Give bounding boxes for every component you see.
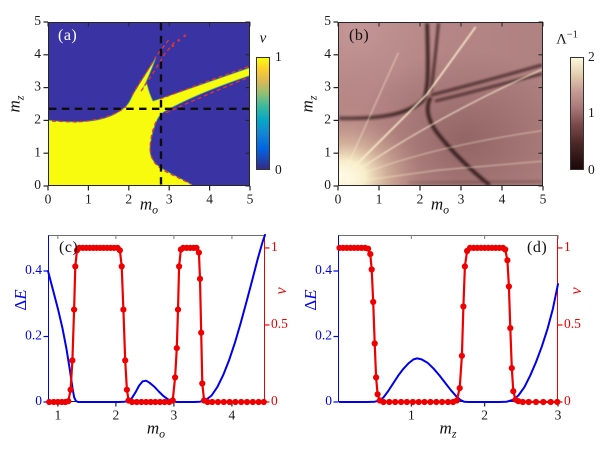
panel-d-xlabel: mz: [439, 418, 457, 441]
red-dash-tongue: [131, 39, 170, 96]
left-tick-label: 0.4: [25, 262, 42, 277]
x-tick-label: 0: [335, 192, 342, 207]
light-rays: [340, 26, 542, 185]
x-tick-label: 5: [247, 192, 254, 207]
colorbar-nu-tick-0: 0: [275, 162, 282, 177]
x-tick-label: 3: [166, 192, 173, 207]
colorbar-lambda-tick-0: 0: [588, 162, 595, 177]
light-ray-3: [341, 130, 542, 183]
left-tick-label: 0.2: [315, 328, 332, 343]
panel-a-canvas: [49, 23, 249, 185]
nu-one-region: [49, 57, 249, 185]
panel-c-label: (c): [59, 239, 79, 256]
panel-c-right-ylabel: ν: [273, 287, 290, 295]
x-tick-label: 3: [555, 408, 562, 423]
x-tick-label: 0: [45, 192, 52, 207]
colorbar-lambda-tick-1: 1: [588, 105, 595, 120]
y-tick-label: 2: [34, 111, 41, 126]
y-tick-label: 0: [34, 177, 41, 192]
colorbar-lambda-tick-2: 2: [588, 49, 595, 64]
colorbar-nu: [256, 57, 270, 170]
light-ray-shallow: [340, 160, 542, 185]
phase-boundary-red-dashed: [51, 39, 249, 185]
y-tick-label: 3: [34, 79, 41, 94]
left-tick-label: 0.2: [25, 328, 42, 343]
panel-a-ylabel: mz: [4, 95, 27, 113]
x-tick-label: 1: [54, 408, 61, 423]
y-tick-label: 0: [324, 177, 331, 192]
y-tick-label: 3: [324, 79, 331, 94]
panel-b-canvas: [339, 23, 542, 185]
x-tick-label: 1: [376, 192, 383, 207]
x-tick-label: 4: [229, 408, 236, 423]
y-tick-label: 4: [324, 46, 331, 61]
y-tick-label: 1: [324, 144, 331, 159]
colorbar-nu-tick-1: 1: [275, 49, 282, 64]
panel-a-label: (a): [58, 27, 78, 44]
red-dash-notch: [149, 121, 191, 185]
x-tick-label: 3: [458, 192, 465, 207]
panel-c-left-ylabel: ΔE: [11, 289, 30, 311]
left-tick-label: 0: [325, 393, 332, 408]
right-tick-label: 0.5: [271, 316, 288, 331]
panel-d-right-ylabel: ν: [568, 287, 585, 295]
colorbar-lambda-inverse: [570, 57, 584, 170]
panel-b-xlabel: mo: [430, 194, 450, 217]
left-tick-label: 0.4: [315, 262, 332, 277]
x-tick-label: 1: [408, 408, 415, 423]
red-dash-sliver-bottom: [165, 76, 249, 114]
x-tick-label: 4: [206, 192, 213, 207]
right-tick-label: 1: [564, 239, 571, 254]
brightness-glow: [339, 23, 542, 185]
panel-a-phase-diagram: [48, 22, 250, 186]
light-ray-main: [341, 26, 477, 180]
x-tick-label: 2: [113, 408, 120, 423]
panel-b-label: (b): [349, 27, 370, 44]
colorbar-nu-title: ν: [259, 30, 267, 47]
y-tick-label: 5: [324, 13, 331, 28]
x-tick-label: 5: [540, 192, 547, 207]
panel-c-lineplot: [48, 235, 265, 402]
panel-d-left-ylabel: ΔE: [301, 289, 320, 311]
y-tick-label: 4: [34, 46, 41, 61]
left-tick-label: 0: [35, 393, 42, 408]
right-tick-label: 1: [271, 239, 278, 254]
panel-d-label: (d): [527, 239, 548, 256]
panel-b-ylabel: mz: [297, 95, 320, 113]
colorbar-lambda-title: Λ−1: [556, 29, 578, 48]
y-tick-label: 5: [34, 13, 41, 28]
panel-a-xlabel: mo: [139, 194, 159, 217]
x-tick-label: 2: [125, 192, 132, 207]
red-dash-tongue-2: [140, 40, 177, 92]
red-dash-sliver-top: [159, 65, 249, 100]
x-tick-label: 1: [85, 192, 92, 207]
right-tick-label: 0.5: [564, 316, 581, 331]
right-tick-label: 0: [564, 393, 571, 408]
right-tick-label: 0: [271, 393, 278, 408]
y-tick-label: 1: [34, 144, 41, 159]
x-tick-label: 2: [417, 192, 424, 207]
light-ray-steep: [342, 52, 399, 177]
panel-d-lineplot: [338, 235, 558, 402]
x-tick-label: 3: [171, 408, 178, 423]
light-ray-2: [341, 68, 542, 182]
red-boundary-dots: [171, 34, 186, 48]
panel-c-xlabel: mo: [146, 418, 166, 441]
y-tick-label: 2: [324, 111, 331, 126]
panel-b-localization-heatmap: [338, 22, 543, 186]
x-tick-label: 2: [481, 408, 488, 423]
x-tick-label: 4: [499, 192, 506, 207]
